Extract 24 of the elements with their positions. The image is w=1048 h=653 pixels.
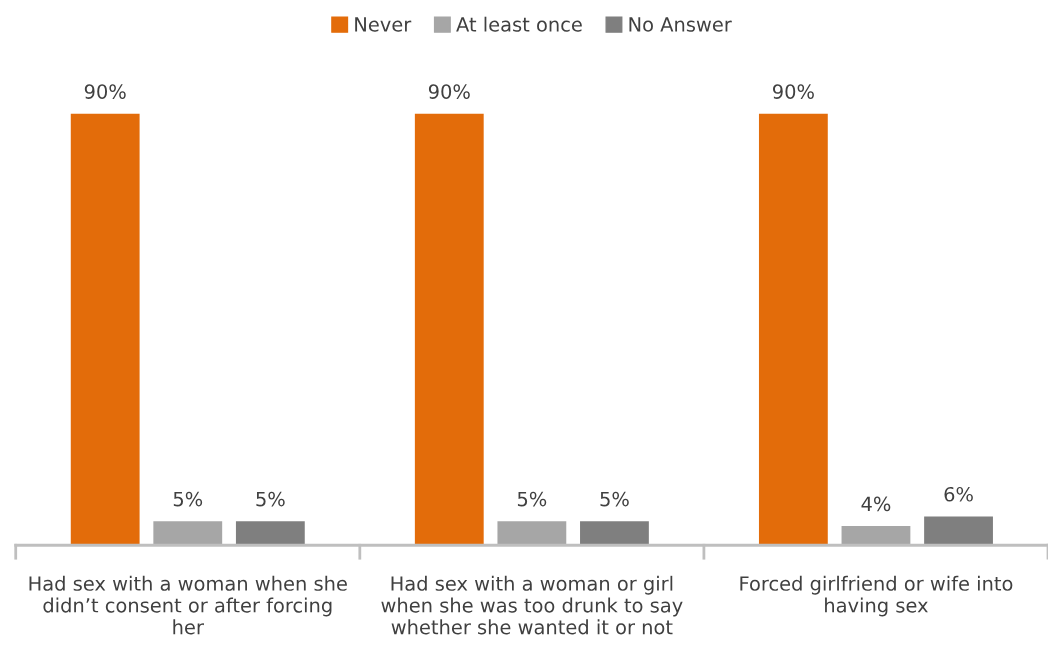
bar [414, 113, 484, 546]
data-label: 5% [600, 491, 629, 507]
data-label: 5% [173, 491, 203, 507]
legend-label: At least once [456, 16, 582, 32]
bar [758, 113, 828, 546]
x-tick-label: Had sex with a woman when she didn’t consent or after forcing her [29, 575, 347, 635]
bar [70, 113, 140, 546]
bar [924, 516, 993, 546]
legend-label: No Answer [629, 17, 732, 32]
data-label: 90% [428, 84, 470, 99]
data-label: 6% [944, 486, 973, 502]
x-tick-label: Had sex with a woman or girl when she was too drunk to say whether she wanted it or not [381, 575, 683, 635]
data-label: 90% [84, 84, 126, 99]
data-label: 4% [861, 496, 891, 512]
legend-label: Never [355, 17, 412, 32]
bar [841, 526, 911, 546]
data-label: 90% [772, 84, 814, 99]
data-label: 5% [517, 491, 547, 507]
data-label: 5% [256, 491, 285, 507]
x-tick-label: Forced girlfriend or wife into having sex [740, 575, 1013, 617]
bar [497, 521, 567, 546]
bar [153, 521, 223, 546]
bar [580, 521, 649, 546]
bar [235, 521, 305, 546]
